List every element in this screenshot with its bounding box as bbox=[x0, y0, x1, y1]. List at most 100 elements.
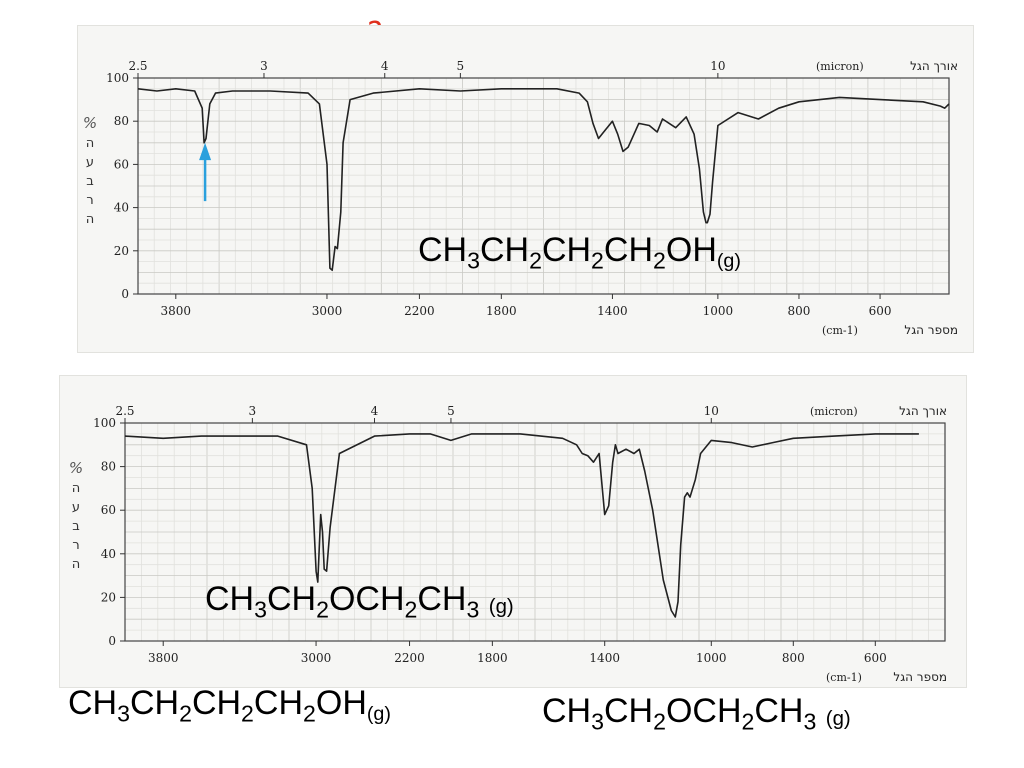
top-tick-label: 5 bbox=[457, 59, 465, 73]
y-tick-label: 0 bbox=[121, 287, 129, 301]
arrow-head bbox=[199, 142, 212, 161]
formula-part: CH bbox=[205, 580, 255, 618]
y-axis-glyph: % bbox=[83, 114, 97, 132]
x-tick-label: 3000 bbox=[301, 651, 332, 665]
x-tick-label: 2200 bbox=[394, 651, 425, 665]
x-axis-label: מספר הגל bbox=[904, 323, 958, 337]
top-tick-label: 10 bbox=[704, 404, 719, 418]
top-tick-label: 10 bbox=[710, 59, 725, 73]
formula-subscript: 3 bbox=[591, 708, 604, 735]
formula-part: CH bbox=[129, 684, 180, 722]
formula-part: CH bbox=[541, 231, 592, 269]
formula-phase: (g) bbox=[716, 249, 741, 272]
formula-subscript: 3 bbox=[466, 596, 480, 623]
formula-part: CH bbox=[603, 692, 654, 730]
plot-frame bbox=[137, 77, 950, 295]
formula-part: OCH bbox=[665, 692, 742, 730]
x-tick-label: 800 bbox=[788, 304, 811, 318]
formula-subscript: 3 bbox=[803, 708, 817, 735]
formula-part: CH bbox=[754, 692, 804, 730]
formula-subscript: 2 bbox=[303, 700, 316, 727]
x-axis-unit: (cm-1) bbox=[826, 671, 862, 684]
top-tick-label: 3 bbox=[249, 404, 257, 418]
top-tick-label: 5 bbox=[447, 404, 455, 418]
top-axis-unit: (micron) bbox=[816, 60, 864, 73]
y-tick-label: 20 bbox=[114, 244, 129, 258]
y-tick-label: 80 bbox=[101, 460, 116, 474]
formula-part: CH bbox=[266, 580, 317, 618]
formula-phase: (g) bbox=[488, 596, 514, 619]
x-tick-label: 600 bbox=[864, 651, 887, 665]
caption-right: CH3CH2OCH2CH3 (g) bbox=[542, 692, 851, 735]
y-tick-label: 100 bbox=[93, 416, 116, 430]
y-tick-label: 40 bbox=[101, 547, 116, 561]
ir-spectrum-top: 100 80 60 40 20 0 3800 3000 2200 1800 1400 1000 800 6… bbox=[83, 59, 958, 337]
formula-subscript: 2 bbox=[241, 700, 254, 727]
formula-part: CH bbox=[191, 684, 242, 722]
formula-part: OH bbox=[315, 684, 367, 722]
formula-subscript: 2 bbox=[404, 596, 418, 623]
spectrum-panel-top: 100 80 60 40 20 0 3800 3000 2200 1800 1400 1000 800 6… bbox=[77, 25, 974, 353]
x-tick-label: 1400 bbox=[589, 651, 620, 665]
spectrum-panel-bottom: 100 80 60 40 20 0 3800 3000 2200 1800 1400 1000 800 6… bbox=[59, 375, 967, 688]
formula-subscript: 2 bbox=[653, 247, 666, 274]
formula-subscript: 2 bbox=[529, 247, 542, 274]
highlight-arrow bbox=[199, 142, 212, 202]
y-axis-glyph: ע bbox=[86, 155, 94, 170]
x-tick-label: 1400 bbox=[597, 304, 628, 318]
formula-part: OCH bbox=[328, 580, 405, 618]
formula-part: CH bbox=[603, 231, 654, 269]
formula-label-top: CH3CH2CH2CH2OH(g) bbox=[418, 231, 741, 274]
top-axis-label: אורך הגל bbox=[910, 59, 958, 73]
x-tick-label: 1800 bbox=[477, 651, 508, 665]
formula-part: CH bbox=[68, 684, 118, 722]
y-axis-glyph: ע bbox=[72, 500, 80, 515]
x-axis-label: מספר הגל bbox=[893, 670, 947, 684]
formula-part: CH bbox=[417, 580, 467, 618]
spectrum-line bbox=[137, 88, 950, 271]
ir-spectrum-bottom: 100 80 60 40 20 0 3800 3000 2200 1800 1400 1000 800 6… bbox=[69, 404, 947, 684]
x-tick-label: 600 bbox=[869, 304, 892, 318]
top-tick-label: 4 bbox=[381, 59, 389, 73]
y-axis-glyph: ר bbox=[72, 538, 79, 553]
plot-frame bbox=[124, 422, 946, 642]
y-tick-label: 60 bbox=[114, 157, 129, 171]
formula-subscript: 3 bbox=[117, 700, 130, 727]
x-tick-label: 3800 bbox=[148, 651, 179, 665]
formula-label-bottom: CH3CH2OCH2CH3 (g) bbox=[205, 580, 514, 623]
formula-subscript: 2 bbox=[591, 247, 604, 274]
y-axis-glyph: ר bbox=[86, 193, 93, 208]
y-axis-glyph: ה bbox=[72, 481, 81, 496]
formula-phase: (g) bbox=[366, 702, 391, 725]
y-tick-label: 80 bbox=[114, 114, 129, 128]
y-tick-label: 100 bbox=[106, 71, 129, 85]
formula-part: OH bbox=[665, 231, 717, 269]
spectrum-line bbox=[124, 433, 919, 618]
formula-part: CH bbox=[253, 684, 304, 722]
x-tick-label: 800 bbox=[782, 651, 805, 665]
y-axis-glyph: ה bbox=[86, 212, 95, 227]
formula-subscript: 2 bbox=[179, 700, 192, 727]
x-tick-label: 1000 bbox=[696, 651, 727, 665]
x-tick-label: 3000 bbox=[312, 304, 343, 318]
formula-subscript: 3 bbox=[254, 596, 267, 623]
formula-subscript: 2 bbox=[653, 708, 666, 735]
y-axis-glyph: % bbox=[69, 459, 83, 477]
y-tick-label: 20 bbox=[101, 590, 116, 604]
formula-part: CH bbox=[479, 231, 530, 269]
x-tick-label: 1000 bbox=[703, 304, 734, 318]
y-axis-glyph: ב bbox=[86, 174, 94, 189]
top-tick-label: 3 bbox=[260, 59, 268, 73]
y-axis-glyph: ב bbox=[72, 519, 80, 534]
top-axis-label: אורך הגל bbox=[899, 404, 947, 418]
caption-left: CH3CH2CH2CH2OH(g) bbox=[68, 684, 391, 727]
x-tick-label: 1800 bbox=[486, 304, 517, 318]
formula-subscript: 2 bbox=[316, 596, 329, 623]
y-axis-glyph: ה bbox=[86, 136, 95, 151]
formula-part: CH bbox=[418, 231, 468, 269]
x-axis-unit: (cm-1) bbox=[822, 324, 858, 337]
formula-subscript: 2 bbox=[741, 708, 755, 735]
formula-part: CH bbox=[542, 692, 592, 730]
